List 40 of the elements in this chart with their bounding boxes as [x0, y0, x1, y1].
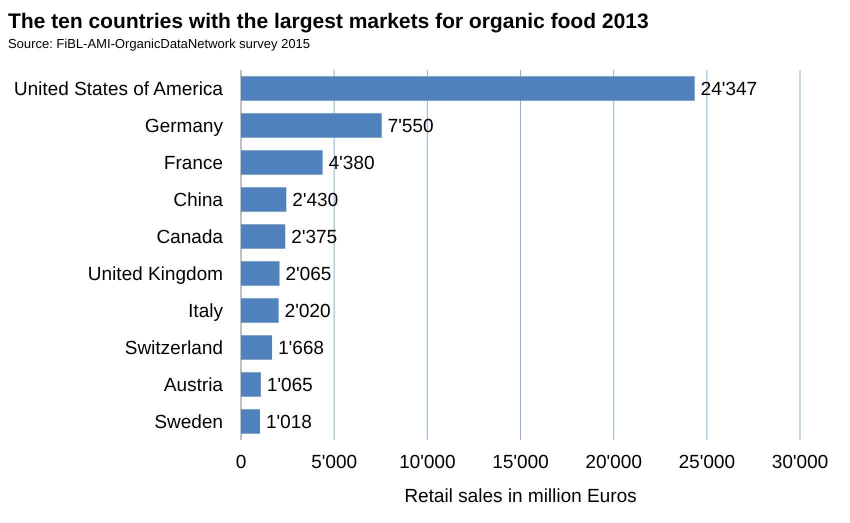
bar — [241, 261, 280, 286]
y-tick-label: Italy — [188, 301, 224, 322]
bar — [241, 335, 272, 360]
y-tick-label: United Kingdom — [88, 264, 223, 286]
x-tick-label: 5'000 — [311, 452, 358, 473]
chart-subtitle: Source: FiBL-AMI-OrganicDataNetwork survey 2015 — [8, 36, 310, 51]
bar — [241, 187, 286, 212]
y-tick-label: Austria — [164, 375, 224, 396]
x-tick-label: 25'000 — [678, 452, 736, 473]
bar — [241, 409, 260, 434]
bar — [241, 113, 382, 138]
data-label: 24'347 — [700, 79, 758, 100]
x-tick-label: 30'000 — [772, 452, 828, 473]
data-label: 2'375 — [291, 227, 338, 248]
data-label: 1'065 — [266, 375, 313, 396]
y-tick-label: China — [173, 190, 224, 212]
x-tick-label: 20'000 — [585, 452, 642, 473]
data-label: 2'020 — [284, 301, 331, 322]
bar — [241, 76, 695, 101]
bar — [241, 298, 279, 323]
y-tick-label: France — [164, 153, 223, 174]
y-tick-label: United States of America — [14, 79, 224, 100]
chart-title: The ten countries with the largest markets for organic food 2013 — [8, 10, 649, 33]
x-tick-label: 0 — [236, 452, 246, 473]
y-tick-label: Canada — [156, 227, 224, 248]
x-tick-label: 15'000 — [492, 452, 549, 473]
data-label: 4'380 — [328, 153, 375, 174]
y-tick-label: Switzerland — [124, 338, 223, 360]
bar — [241, 224, 286, 249]
data-label: 1'018 — [266, 412, 312, 434]
bar — [241, 372, 261, 397]
x-tick-label: 10'000 — [399, 452, 456, 473]
y-tick-label: Sweden — [154, 412, 223, 434]
y-tick-label: Germany — [144, 116, 224, 138]
bar — [241, 150, 323, 175]
data-label: 7'550 — [388, 116, 434, 138]
data-label: 2'065 — [285, 264, 332, 286]
data-label: 2'430 — [292, 190, 338, 212]
x-axis-title: Retail sales in million Euros — [404, 486, 637, 507]
data-label: 1'668 — [278, 338, 324, 360]
